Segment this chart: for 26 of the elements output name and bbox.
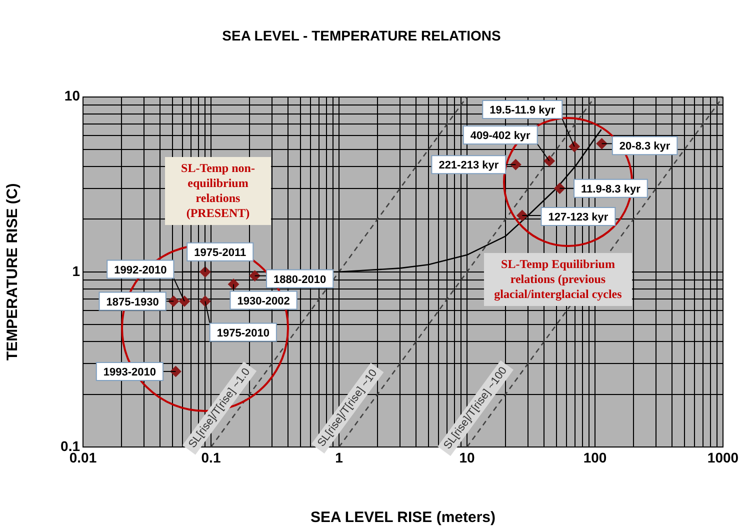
annotation: 20-8.3 kyr [619, 140, 671, 153]
annotation: 1975-2011 [194, 246, 246, 259]
annotation: SL-Temp Equilibrium relations (previous glacial/interglacial cycles [484, 253, 632, 306]
y-tick-label: 0.1 [60, 438, 80, 454]
x-tick-label: 0.1 [201, 449, 221, 466]
y-axis-title: TEMPERATURE RISE (C) [4, 183, 22, 361]
y-tick-label: 10 [64, 88, 80, 104]
annotation: 221-213 kyr [438, 160, 500, 172]
annotation: SL-Temp non-equilibrium relations (PRESENT) [165, 157, 271, 225]
annotation: 127-123 kyr [548, 212, 609, 224]
annotation: 1930-2002 [237, 295, 290, 308]
x-tick-label: 10 [459, 449, 475, 466]
annotation: 409-402 kyr [470, 130, 532, 142]
x-tick-label: 1000 [707, 449, 739, 466]
annotation: 1875-1930 [106, 296, 159, 308]
annotation: 1880-2010 [274, 274, 326, 286]
x-tick-label: 100 [583, 449, 607, 466]
y-tick-label: 1 [72, 262, 80, 279]
annotation: 1993-2010 [103, 366, 156, 378]
x-axis-title: SEA LEVEL RISE (meters) [310, 509, 496, 526]
annotation: 19.5-11.9 kyr [490, 104, 556, 117]
chart-title: SEA LEVEL - TEMPERATURE RELATIONS [222, 27, 501, 44]
annotation: 1975-2010 [216, 327, 270, 340]
annotation: 1992-2010 [114, 264, 167, 276]
x-tick-label: 1 [335, 449, 344, 466]
annotation: 11.9-8.3 kyr [581, 183, 642, 196]
